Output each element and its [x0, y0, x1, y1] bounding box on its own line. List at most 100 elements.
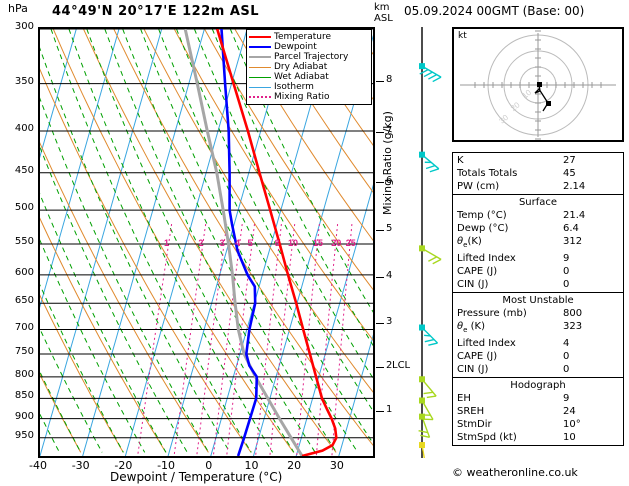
hodograph-unit-label: kt: [458, 31, 467, 41]
mixing-ratio-axis-title: Mixing Ratio (g/kg): [381, 111, 394, 215]
height-tick-label: 2: [386, 360, 393, 372]
indices-value: 9: [563, 253, 570, 264]
pressure-tick-label: 700: [14, 321, 34, 333]
isobar-lines: [40, 29, 373, 439]
indices-row: Totals Totals 45: [453, 167, 623, 180]
indices-value: 21.4: [563, 210, 586, 221]
indices-group-title: Hodograph: [510, 380, 566, 391]
indices-value: 4: [563, 338, 570, 349]
legend-label: Dry Adiabat: [274, 62, 328, 72]
legend-swatch: [249, 36, 271, 38]
skewt-canvas: 1 2 3 4 5 8 10 15 20 25: [40, 29, 373, 456]
indices-key: EH: [457, 393, 471, 404]
pressure-tick-label: 500: [14, 202, 34, 214]
temperature-curve: [215, 29, 338, 456]
temperature-tick-label: 30: [329, 459, 344, 472]
mixing-ratio-lines: [137, 224, 353, 456]
indices-row: Lifted Index 9: [453, 252, 623, 265]
legend-swatch: [249, 56, 271, 58]
svg-text:4: 4: [235, 238, 240, 248]
indices-group: K 27 Totals Totals 45 PW (cm) 2.14: [453, 153, 623, 195]
pressure-tick-label: 600: [14, 266, 34, 278]
indices-value: 6.4: [563, 223, 579, 234]
svg-text:10: 10: [521, 88, 534, 101]
height-tick-mark: [376, 276, 384, 278]
legend-label: Mixing Ratio: [274, 92, 330, 102]
pressure-tick-label: 300: [14, 21, 34, 32]
indices-group-title: Most Unstable: [502, 295, 574, 306]
svg-text:30: 30: [498, 113, 511, 126]
height-tick-mark: [376, 322, 384, 324]
lcl-marker-label: LCL: [392, 360, 411, 372]
height-unit-label: km ASL: [374, 2, 393, 24]
indices-row: Pressure (mb) 800: [453, 307, 623, 320]
indices-row: EH 9: [453, 392, 623, 405]
legend-item: Dry Adiabat: [249, 62, 369, 72]
height-tick-label: 7: [386, 125, 393, 137]
indices-value: 0: [563, 266, 570, 277]
dewpoint-curve: [220, 29, 259, 456]
indices-value: 9: [563, 393, 570, 404]
indices-value: 0: [563, 351, 570, 362]
indices-value: 2.14: [563, 181, 586, 192]
indices-key: θe(K): [457, 236, 482, 249]
legend-label: Isotherm: [274, 82, 314, 92]
indices-key: Lifted Index: [457, 338, 516, 349]
wind-barb: [419, 245, 442, 265]
height-tick-label: 5: [386, 222, 393, 234]
height-tick-mark: [376, 367, 384, 369]
pressure-tick-label: 800: [14, 368, 34, 380]
indices-value: 27: [563, 155, 576, 166]
pressure-tick-label: 550: [14, 235, 34, 247]
legend-item: Isotherm: [249, 82, 369, 92]
legend-label: Parcel Trajectory: [274, 52, 349, 62]
indices-key: PW (cm): [457, 181, 500, 192]
height-unit-line1: km: [374, 2, 390, 13]
indices-key: Pressure (mb): [457, 308, 527, 319]
forecast-datetime: 05.09.2024 00GMT (Base: 00): [404, 4, 585, 18]
indices-row: CAPE (J) 0: [453, 350, 623, 363]
indices-row: θe (K) 323: [453, 320, 623, 337]
legend-swatch: [249, 76, 271, 78]
indices-key: StmDir: [457, 419, 492, 430]
legend-label: Temperature: [274, 32, 332, 42]
svg-text:2: 2: [198, 238, 203, 248]
indices-key: Dewp (°C): [457, 223, 509, 234]
indices-row: CIN (J) 0: [453, 278, 623, 291]
svg-text:10: 10: [288, 238, 298, 248]
wind-barb: [419, 442, 425, 458]
legend-swatch: [249, 46, 271, 48]
pressure-tick-label: 400: [14, 123, 34, 135]
svg-text:1: 1: [164, 238, 169, 248]
indices-key: CAPE (J): [457, 351, 498, 362]
indices-value: 10: [563, 432, 576, 443]
indices-value: 312: [563, 236, 583, 247]
indices-key: SREH: [457, 406, 485, 417]
indices-group: Hodograph EH 9 SREH 24 StmDir 10° StmSpd (kt) 10: [453, 378, 623, 445]
x-axis-title: Dewpoint / Temperature (°C): [110, 470, 283, 484]
legend-item: Parcel Trajectory: [249, 52, 369, 62]
svg-text:15: 15: [313, 238, 323, 248]
temperature-tick-label: -40: [29, 459, 47, 472]
indices-row: θe(K) 312: [453, 235, 623, 252]
pressure-tick-label: 950: [14, 429, 34, 441]
legend: Temperature Dewpoint Parcel Trajectory Dry …: [246, 29, 372, 105]
temperature-tick-label: -20: [114, 459, 133, 472]
indices-table: K 27 Totals Totals 45 PW (cm) 2.14 Surface Temp…: [452, 152, 624, 446]
height-tick-mark: [376, 410, 384, 412]
indices-row: Dewp (°C) 6.4: [453, 222, 623, 235]
indices-row: K 27: [453, 154, 623, 167]
temperature-tick-label: 0: [205, 459, 213, 472]
indices-key: Temp (°C): [457, 210, 507, 221]
wind-barb: [419, 376, 437, 399]
indices-row: CIN (J) 0: [453, 363, 623, 376]
pressure-tick-label: 750: [14, 345, 34, 357]
pressure-unit-label: hPa: [8, 2, 28, 15]
parcel-trajectory-curve: [183, 29, 304, 456]
pressure-tick-label: 900: [14, 410, 34, 422]
svg-text:25: 25: [346, 238, 356, 248]
indices-key: StmSpd (kt): [457, 432, 517, 443]
height-tick-mark: [376, 81, 384, 83]
mixing-ratio-labels: 1 2 3 4 5 8 10 15 20 25: [164, 238, 356, 248]
